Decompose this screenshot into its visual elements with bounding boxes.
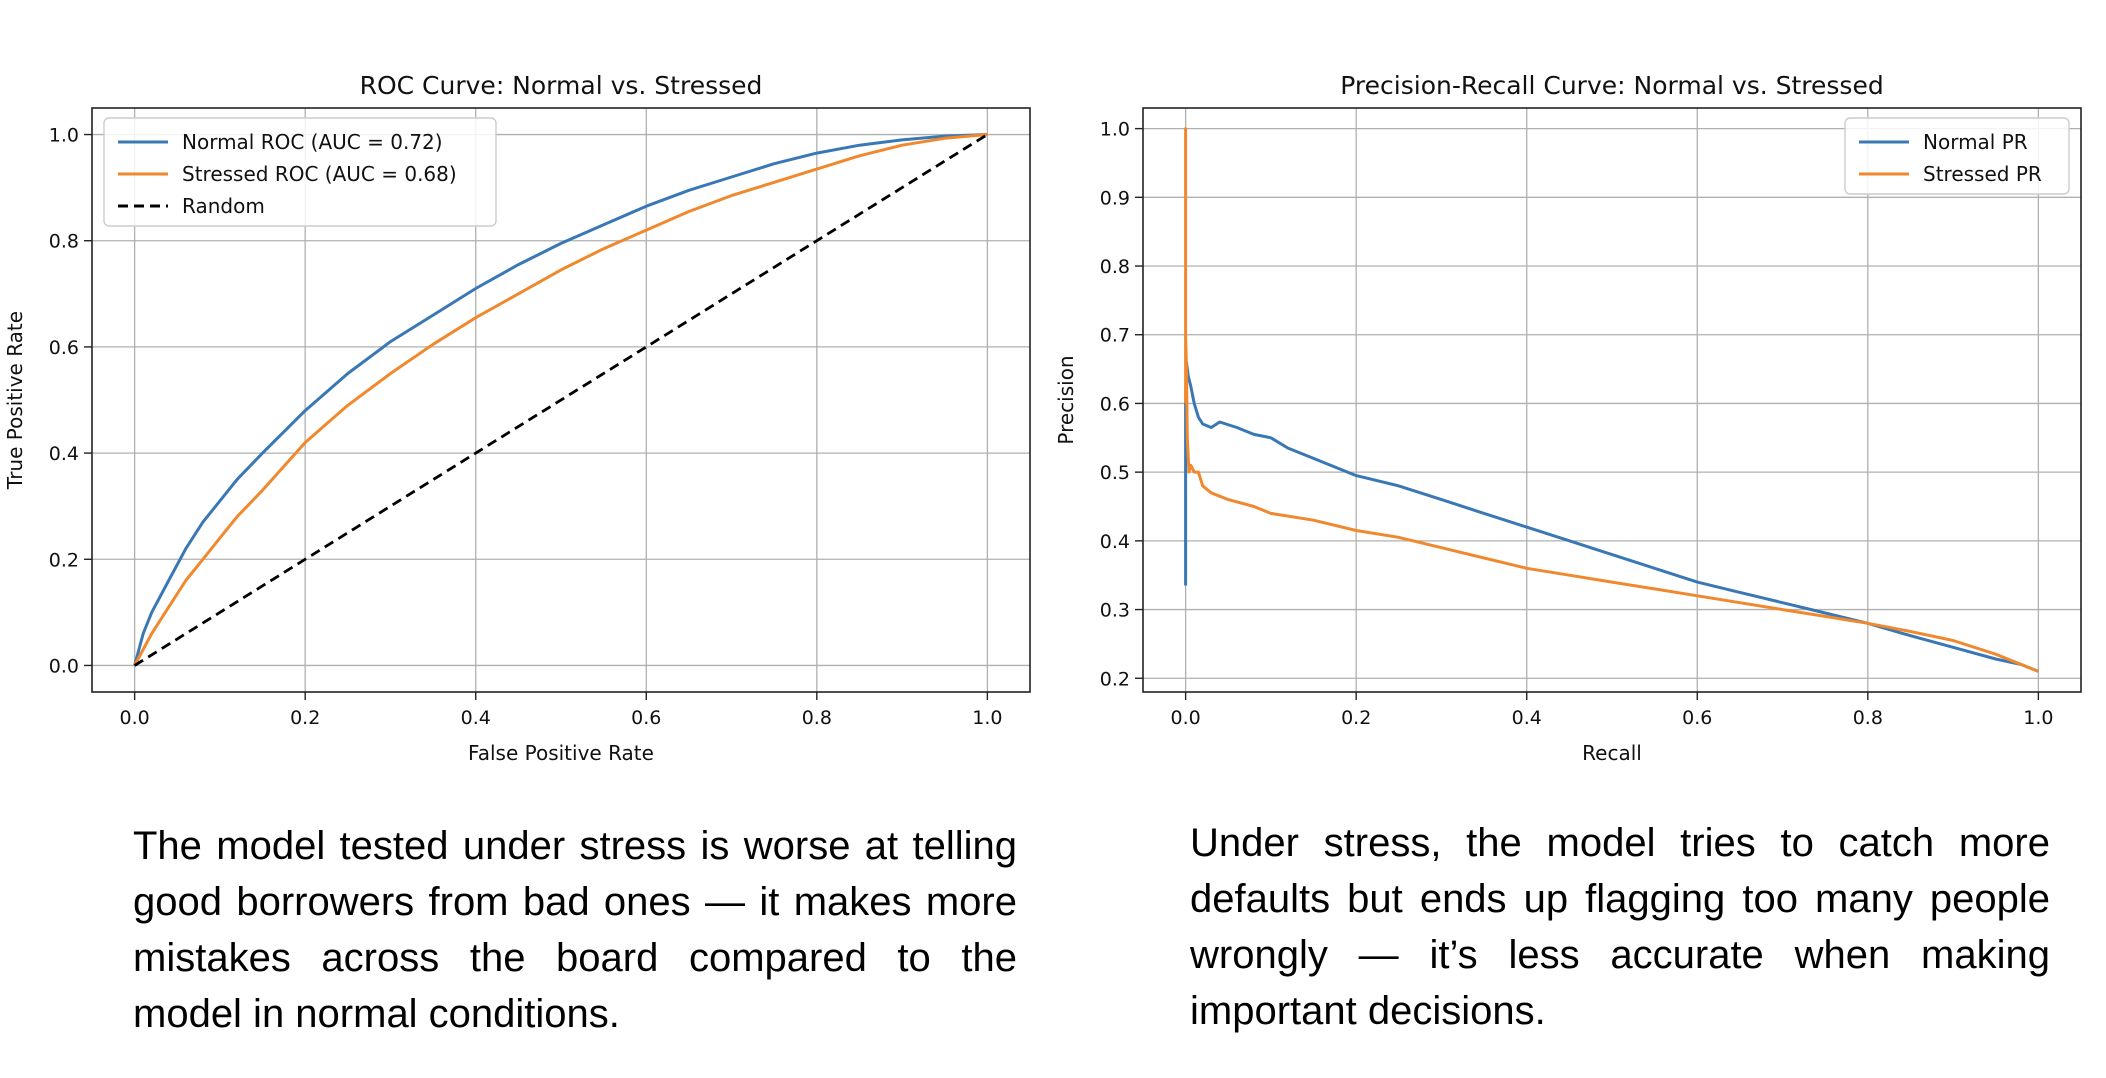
pr-x-axis-label: Recall: [1582, 741, 1642, 765]
roc-legend-label: Random: [182, 194, 265, 218]
pr-chart: Precision-Recall Curve: Normal vs. Stres…: [1054, 71, 2082, 765]
roc-x-tick-label: 0.8: [802, 707, 832, 729]
pr-y-tick-label: 0.8: [1100, 256, 1130, 278]
pr-y-tick-label: 0.3: [1100, 600, 1130, 622]
roc-series-random: [133, 133, 989, 667]
roc-x-tick-label: 0.2: [290, 707, 320, 729]
pr-legend-label: Normal PR: [1923, 130, 2028, 154]
roc-x-tick-label: 0.6: [631, 707, 661, 729]
pr-y-tick-label: 0.2: [1100, 668, 1130, 690]
roc-x-tick-label: 0.4: [461, 707, 491, 729]
roc-y-tick-label: 0.8: [49, 231, 79, 253]
pr-y-tick-label: 0.4: [1100, 531, 1130, 553]
pr-x-tick-label: 0.8: [1853, 707, 1883, 729]
roc-y-tick-label: 0.0: [49, 655, 79, 677]
pr-plot-frame: [1142, 107, 2082, 693]
roc-y-tick-label: 0.6: [49, 337, 79, 359]
roc-y-tick-label: 0.4: [49, 443, 79, 465]
roc-title: ROC Curve: Normal vs. Stressed: [360, 71, 763, 100]
pr-x-tick-label: 0.6: [1682, 707, 1712, 729]
roc-legend-box: [103, 117, 497, 227]
pr-caption: Under stress, the model tries to catch m…: [1190, 821, 2050, 1033]
roc-y-tick-label: 0.2: [49, 549, 79, 571]
roc-x-tick-label: 0.0: [120, 707, 150, 729]
roc-legend-label: Normal ROC (AUC = 0.72): [182, 130, 443, 154]
roc-y-tick-label: 1.0: [49, 125, 79, 147]
roc-x-axis-label: False Positive Rate: [468, 741, 654, 765]
pr-title: Precision-Recall Curve: Normal vs. Stres…: [1340, 71, 1883, 100]
pr-series-stressed-pr: [1184, 127, 2039, 673]
pr-y-tick-label: 0.5: [1100, 462, 1130, 484]
pr-x-tick-label: 0.2: [1341, 707, 1371, 729]
roc-chart: ROC Curve: Normal vs. Stressed 0.0 0.2 0.4 0…: [3, 71, 1031, 765]
pr-x-tick-label: 0.0: [1171, 707, 1201, 729]
pr-x-tick-label: 1.0: [2023, 707, 2053, 729]
pr-y-tick-label: 0.9: [1100, 187, 1130, 209]
pr-legend-label: Stressed PR: [1923, 162, 2042, 186]
pr-y-tick-label: 1.0: [1100, 119, 1130, 141]
pr-y-tick-label: 0.7: [1100, 325, 1130, 347]
roc-y-axis-label: True Positive Rate: [3, 311, 27, 490]
roc-series-normal-roc-auc-0-72: [133, 133, 988, 666]
roc-plot-frame: [91, 107, 1031, 693]
roc-x-tick-label: 1.0: [972, 707, 1002, 729]
roc-legend-label: Stressed ROC (AUC = 0.68): [182, 162, 457, 186]
pr-y-tick-label: 0.6: [1100, 393, 1130, 415]
charts-canvas: ROC Curve: Normal vs. Stressed 0.0 0.2 0.4 0…: [3, 71, 2082, 765]
roc-caption: The model tested under stress is worse a…: [133, 824, 1017, 1036]
pr-series-normal-pr: [1184, 360, 2039, 673]
roc-series-stressed-roc-auc-0-68: [133, 133, 988, 667]
pr-x-tick-label: 0.4: [1512, 707, 1542, 729]
pr-y-axis-label: Precision: [1054, 355, 1078, 444]
